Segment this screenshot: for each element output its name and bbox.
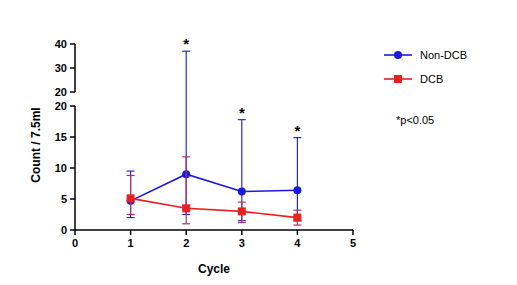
error-bar-cap (293, 224, 301, 225)
significance-mark: * (183, 35, 189, 52)
x-tick-label: 1 (128, 237, 134, 249)
x-tick (185, 230, 187, 235)
legend-label: Non-DCB (420, 49, 467, 61)
marker (238, 207, 246, 215)
y-tick-label: 10 (55, 162, 67, 174)
x-axis-label: Cycle (198, 262, 230, 276)
y-tick-label: 20 (55, 86, 67, 98)
error-bar-stem (297, 138, 298, 221)
error-bar (127, 171, 135, 218)
y-tick (70, 43, 75, 45)
error-bar-cap (293, 210, 301, 211)
x-tick-label: 0 (72, 237, 78, 249)
y-tick-label: 15 (55, 131, 67, 143)
y-tick-label: 0 (61, 224, 67, 236)
x-tick (130, 230, 132, 235)
series-line (131, 198, 298, 217)
error-bar-cap (127, 217, 135, 218)
y-tick-label: 5 (61, 193, 67, 205)
significance-mark: * (239, 104, 245, 121)
note: *p<0.05 (396, 114, 434, 126)
plot-area (127, 51, 302, 225)
x-tick (352, 230, 354, 235)
x-tick (241, 230, 243, 235)
y-tick (70, 198, 75, 200)
x-tick (297, 230, 299, 235)
error-bar-cap (127, 175, 135, 176)
y-tick (70, 105, 75, 107)
x-axis-line (75, 229, 353, 231)
error-bar-stem (186, 157, 187, 224)
error-bar (293, 210, 301, 225)
y-tick (70, 91, 75, 93)
error-bar-cap (182, 156, 190, 157)
error-bar (238, 202, 246, 222)
marker (293, 214, 301, 222)
error-bar-stem (130, 171, 131, 218)
error-bar-cap (127, 171, 135, 172)
y-tick (70, 67, 75, 69)
legend-marker (394, 51, 402, 59)
series-line (131, 174, 298, 201)
y-tick (70, 136, 75, 138)
y-tick (70, 167, 75, 169)
legend-marker (394, 75, 402, 83)
x-tick-label: 3 (239, 237, 245, 249)
x-tick-label: 4 (294, 237, 301, 249)
error-bar-cap (238, 222, 246, 223)
y-tick-label: 30 (55, 62, 67, 74)
error-bar-cap (127, 214, 135, 215)
chart: 0 1 2 3 4 5 0 5 10 15 20 20 30 40 Cycle Count / 7.5ml * *… (0, 0, 517, 285)
error-bar-cap (238, 202, 246, 203)
x-tick-label: 5 (350, 237, 356, 249)
marker (238, 188, 246, 196)
y-tick (70, 229, 75, 231)
y-axis-label: Count / 7.5ml (29, 107, 43, 182)
significance-mark: * (294, 122, 300, 139)
legend: Non-DCB DCB (384, 49, 467, 85)
marker (293, 186, 301, 194)
marker (182, 204, 190, 212)
y-tick-label: 20 (55, 100, 67, 112)
y-tick-label: 40 (55, 38, 67, 50)
legend-label: DCB (420, 73, 443, 85)
error-bar (293, 138, 301, 221)
error-bar (182, 157, 190, 224)
x-tick-label: 2 (183, 237, 189, 249)
error-bar (127, 175, 135, 214)
error-bar-cap (182, 223, 190, 224)
marker (127, 194, 135, 202)
